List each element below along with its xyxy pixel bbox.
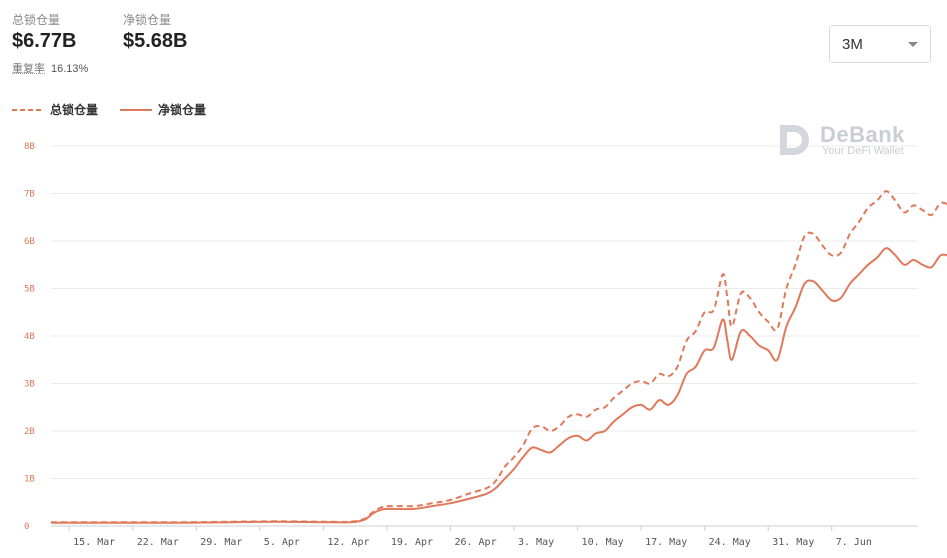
legend-label-net: 净锁仓量 (158, 103, 207, 117)
legend-solid-line-icon (120, 108, 152, 111)
x-tick-label: 17. May (645, 537, 687, 548)
time-range-value: 3M (842, 36, 863, 53)
y-tick-label: 6B (24, 237, 35, 247)
x-tick-label: 26. Apr (454, 537, 496, 548)
y-tick-label: 7B (24, 190, 35, 200)
y-tick-label: 1B (24, 475, 35, 485)
x-tick-label: 31. May (772, 537, 814, 548)
overlap-rate-label[interactable]: 重复率 (12, 63, 45, 75)
overlap-rate-value: 16.13% (51, 63, 89, 75)
debank-watermark: DeBank Your DeFi Wallet (776, 120, 916, 160)
debank-logo-icon (780, 125, 809, 155)
x-tick-label: 7. Jun (836, 537, 872, 548)
total-tvl-stat: 总锁仓量 $6.77B (12, 12, 77, 54)
series-line-net (50, 247, 947, 524)
chevron-down-icon (908, 42, 918, 47)
y-tick-label: 4B (24, 332, 35, 342)
y-tick-label: 3B (24, 380, 35, 390)
y-tick-label: 5B (24, 285, 35, 295)
legend-dashed-line-icon (12, 108, 44, 111)
brand-tagline: Your DeFi Wallet (822, 145, 904, 157)
total-tvl-label: 总锁仓量 (12, 13, 61, 27)
chart-grid (51, 145, 918, 527)
y-tick-label: 0 (24, 522, 29, 532)
x-tick-label: 19. Apr (391, 537, 433, 548)
chart-series (50, 190, 947, 524)
legend-item-total[interactable]: 总锁仓量 (12, 101, 98, 118)
legend-item-net[interactable]: 净锁仓量 (120, 101, 206, 118)
net-tvl-value: $5.68B (123, 30, 188, 52)
series-line-total (51, 190, 947, 524)
net-tvl-label: 净锁仓量 (123, 13, 172, 27)
overlap-rate-row: 重复率 16.13% (12, 60, 88, 76)
time-range-select[interactable]: 3M (829, 25, 931, 63)
x-tick-label: 24. May (709, 537, 751, 548)
brand-name: DeBank (820, 122, 905, 147)
legend-label-total: 总锁仓量 (50, 103, 99, 117)
x-tick-label: 29. Mar (200, 537, 242, 548)
net-tvl-stat: 净锁仓量 $5.68B (123, 12, 188, 54)
x-tick-label: 12. Apr (327, 537, 369, 548)
x-tick-label: 5. Apr (264, 537, 300, 548)
x-axis: 15. Mar 22. Mar 29. Mar 5. Apr 12. Apr 19. Ap… (51, 525, 918, 548)
y-axis-labels: 0 1B 2B 3B 4B 5B 6B 7B 8B (24, 142, 35, 532)
y-tick-label: 2B (24, 427, 35, 437)
total-tvl-value: $6.77B (12, 30, 77, 52)
y-tick-label: 8B (24, 142, 35, 152)
x-tick-label: 3. May (518, 537, 554, 548)
x-tick-label: 15. Mar (73, 537, 115, 548)
x-tick-label: 10. May (582, 537, 624, 548)
x-tick-label: 22. Mar (137, 537, 179, 548)
